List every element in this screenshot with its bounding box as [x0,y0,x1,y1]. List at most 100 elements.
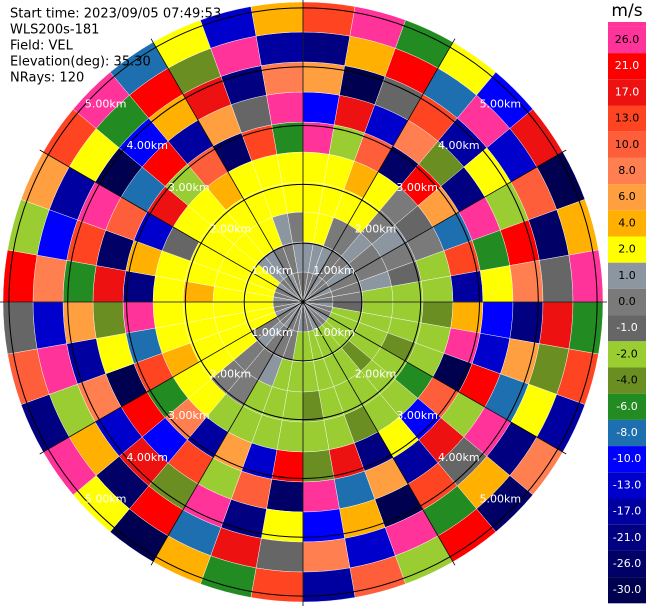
ring-label: 5.00km [85,492,127,505]
velocity-cell [92,301,126,339]
colorbar-band [608,288,646,316]
colorbar-band [608,367,646,394]
colorbar: m/s 26.0 21.0 17.0 13.0 10.0 8.0 6.0 4.0 2.0 1.0 0.… [608,1,646,604]
colorbar-band [608,393,646,420]
velocity-cell [480,265,514,303]
range-ring [126,125,480,479]
velocity-cell [302,1,356,37]
spoke [150,301,304,566]
velocity-cell [266,479,304,513]
colorbar-band [608,131,646,158]
colorbar-label: -30.0 [613,583,641,596]
ring-label: 1.00km [251,264,293,277]
colorbar-label: -2.0 [616,347,637,360]
colorbar-band [608,472,646,499]
colorbar-band [608,262,646,289]
velocity-cell [92,265,126,303]
colorbar-band [608,524,646,551]
velocity-cell [250,1,304,37]
colorbar-band [608,577,646,604]
colorbar-label: -13.0 [613,478,641,491]
colorbar-label: 17.0 [615,85,640,98]
colorbar-label: 6.0 [618,190,636,203]
colorbar-band [608,26,646,54]
velocity-cell [568,301,604,355]
range-ring [8,7,598,597]
ring-label: 3.00km [168,409,210,422]
spoke [150,38,304,303]
velocity-cell [271,121,304,155]
header: Start time: 2023/09/05 07:49:53WLS200s-1… [10,7,221,86]
velocity-cell [539,301,574,350]
header-line: NRays: 120 [10,71,84,86]
colorbar-band [608,236,646,263]
ring-label: 5.00km [480,98,522,111]
colorbar-label: -4.0 [616,374,637,387]
velocity-cell [302,567,356,603]
colorbar-label: 26.0 [615,33,640,46]
colorbar-band [608,157,646,185]
ring-label: 3.00km [396,181,438,194]
velocity-cell [302,91,340,125]
velocity-cell [255,538,304,573]
ring-label: 1.00km [313,326,355,339]
velocity-cell [2,249,38,303]
velocity-cell [122,270,156,303]
field-cells [2,1,604,603]
colorbar-label: 2.0 [618,243,636,256]
colorbar-band [608,341,646,368]
range-ring [243,242,363,362]
spoke [39,149,304,303]
colorbar-label: -17.0 [613,505,641,518]
ring-label: 1.00km [313,264,355,277]
colorbar-band [608,498,646,525]
colorbar-label: -1.0 [616,321,637,334]
colorbar-label: 10.0 [615,138,640,151]
header-line: Elevation(deg): 35.30 [10,55,151,70]
spoke [302,149,567,303]
colorbar-band [608,79,646,106]
colorbar-label: -10.0 [613,452,641,465]
colorbar-label: -21.0 [613,531,641,544]
polar-grid [0,0,607,606]
colorbar-band [608,210,646,237]
velocity-cell [302,449,335,483]
colorbar-band [608,105,646,132]
spoke [302,38,456,303]
ring-labels: 1.00km 1.00km 1.00km 1.00km 2.00km 2.00km 2.00… [85,98,521,506]
header-line: Field: VEL [10,39,74,54]
ring-label: 2.00km [355,368,397,381]
colorbar-label: -8.0 [616,426,637,439]
colorbar-label: -6.0 [616,400,637,413]
ring-label: 2.00km [355,222,397,235]
velocity-cell [250,567,304,603]
colorbar-label: 1.0 [618,269,636,282]
colorbar-label: 8.0 [618,164,636,177]
ring-label: 4.00km [126,451,168,464]
velocity-cell [255,31,304,66]
colorbar-label: 0.0 [618,295,636,308]
velocity-cell [450,270,484,303]
colorbar-band [608,550,646,578]
range-ring [184,183,422,421]
velocity-cell [480,301,514,339]
ring-label: 5.00km [85,98,127,111]
header-line: Start time: 2023/09/05 07:49:53 [10,7,221,22]
colorbar-band [608,315,646,342]
colorbar-label: 13.0 [615,112,640,125]
velocity-cell [302,538,351,573]
ring-label: 4.00km [438,139,480,152]
velocity-cell [568,249,604,303]
colorbar-band [608,184,646,211]
velocity-cell [32,301,67,350]
spoke [39,301,304,455]
velocity-cell [122,301,156,334]
ring-label: 2.00km [210,368,252,381]
velocity-cell [302,479,340,513]
spoke [302,301,456,566]
velocity-cell [32,254,67,303]
colorbar-band [608,419,646,447]
velocity-cell [302,31,351,66]
velocity-cell [302,121,335,155]
colorbar-label: -26.0 [613,557,641,570]
